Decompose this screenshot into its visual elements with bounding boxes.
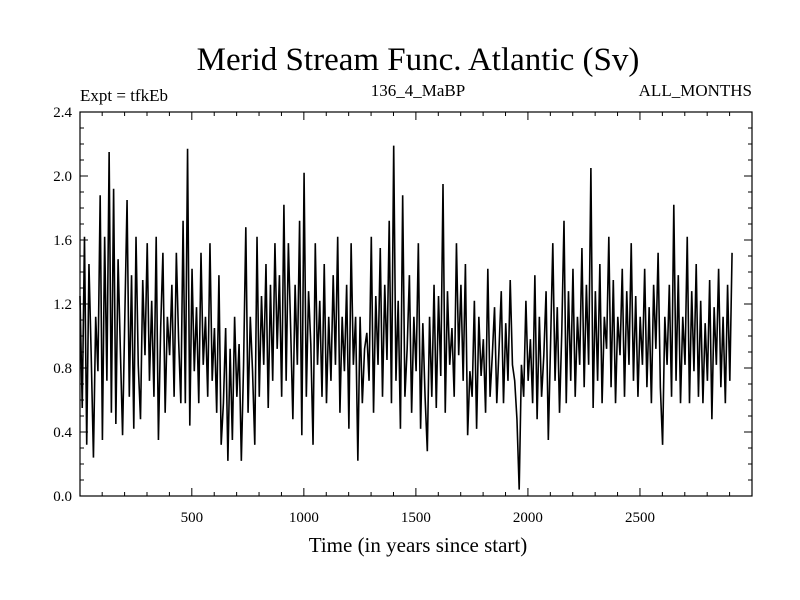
x-tick-label: 2000 (513, 510, 543, 526)
y-tick-label: 0.4 (53, 425, 72, 441)
y-tick-label: 0.8 (53, 361, 72, 377)
chart-title: Merid Stream Func. Atlantic (Sv) (197, 42, 640, 78)
period-label: 136_4_MaBP (371, 81, 465, 100)
x-tick-label: 1500 (401, 510, 431, 526)
x-tick-label: 1000 (289, 510, 319, 526)
expt-label: Expt = tfkEb (80, 86, 168, 105)
y-tick-label: 1.2 (53, 297, 72, 313)
series-line-0 (79, 145, 733, 490)
x-tick-label: 500 (181, 510, 204, 526)
plot-area: 0.0 0.4 0.8 1.2 1.6 2.0 2.4 500 1000 1500 2000 2500 (53, 105, 753, 526)
months-label: ALL_MONTHS (639, 81, 752, 100)
y-tick-label: 0.0 (53, 489, 72, 505)
y-tick-label: 1.6 (53, 233, 72, 249)
y-tick-label: 2.0 (53, 169, 72, 185)
x-axis-label: Time (in years since start) (309, 533, 528, 557)
y-tick-label: 2.4 (53, 105, 72, 121)
x-tick-label: 2500 (625, 510, 655, 526)
